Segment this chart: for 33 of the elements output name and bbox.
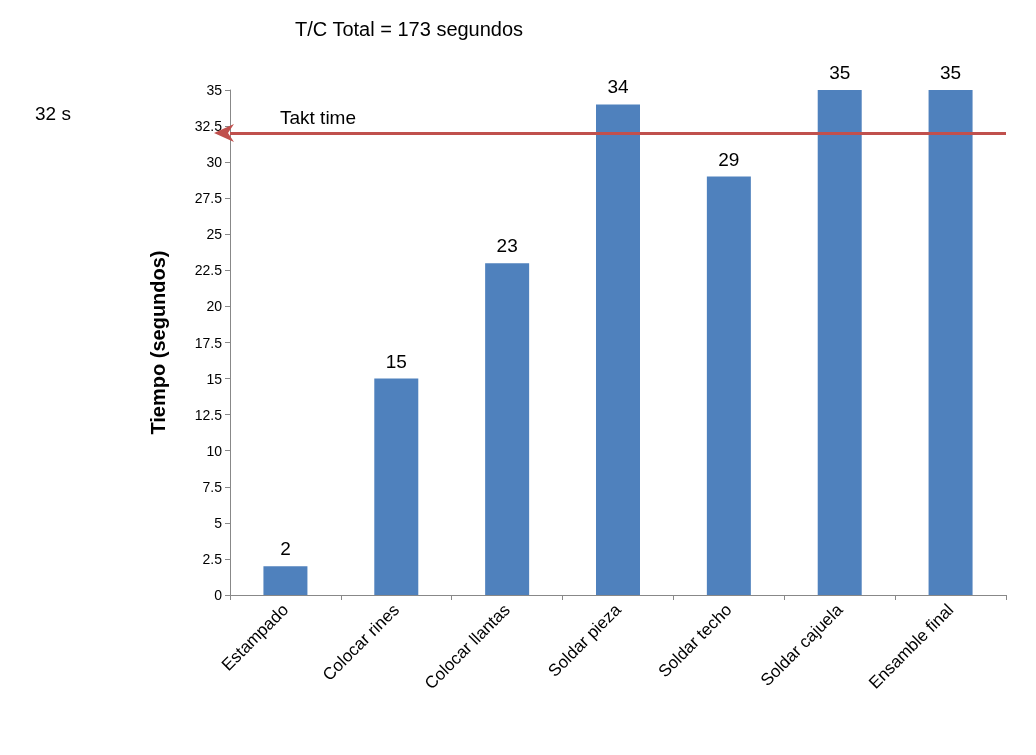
chart-title: T/C Total = 173 segundos	[295, 18, 524, 40]
y-axis-title: Tiempo (segundos)	[147, 250, 169, 435]
y-tick-label: 12.5	[194, 406, 223, 423]
data-label: 34	[607, 76, 629, 98]
y-tick-label: 25	[206, 226, 223, 243]
y-tick-label: 22.5	[194, 262, 223, 279]
y-tick-label: 7.5	[202, 478, 223, 495]
text: 32 s	[35, 103, 71, 124]
data-label: 35	[829, 62, 851, 83]
y-tick-label: 0	[214, 587, 223, 603]
bar	[374, 378, 419, 595]
data-label: 15	[385, 350, 407, 372]
y-tick-label: 15	[206, 370, 223, 387]
y-tick-label: 27.5	[194, 190, 223, 207]
data-label: 23	[496, 235, 518, 257]
bar	[596, 104, 640, 595]
y-tick-label: 32.5	[194, 118, 223, 135]
y-tick-label: 30	[206, 154, 223, 171]
bar	[263, 566, 308, 595]
data-label: 2	[280, 538, 291, 560]
bar	[485, 263, 530, 595]
ref-line-label: Takt time	[280, 107, 357, 129]
y-tick-label: 35	[206, 82, 223, 98]
y-tick-label: 2.5	[202, 550, 223, 567]
bar	[706, 176, 751, 595]
data-label: 29	[718, 148, 740, 170]
y-tick-label: 20	[206, 298, 223, 315]
bar	[928, 90, 973, 595]
y-tick-label: 17.5	[194, 334, 223, 351]
bar	[817, 90, 862, 595]
y-tick-label: 5	[214, 514, 223, 531]
y-tick-label: 10	[206, 442, 223, 459]
data-label: 35	[940, 62, 962, 83]
